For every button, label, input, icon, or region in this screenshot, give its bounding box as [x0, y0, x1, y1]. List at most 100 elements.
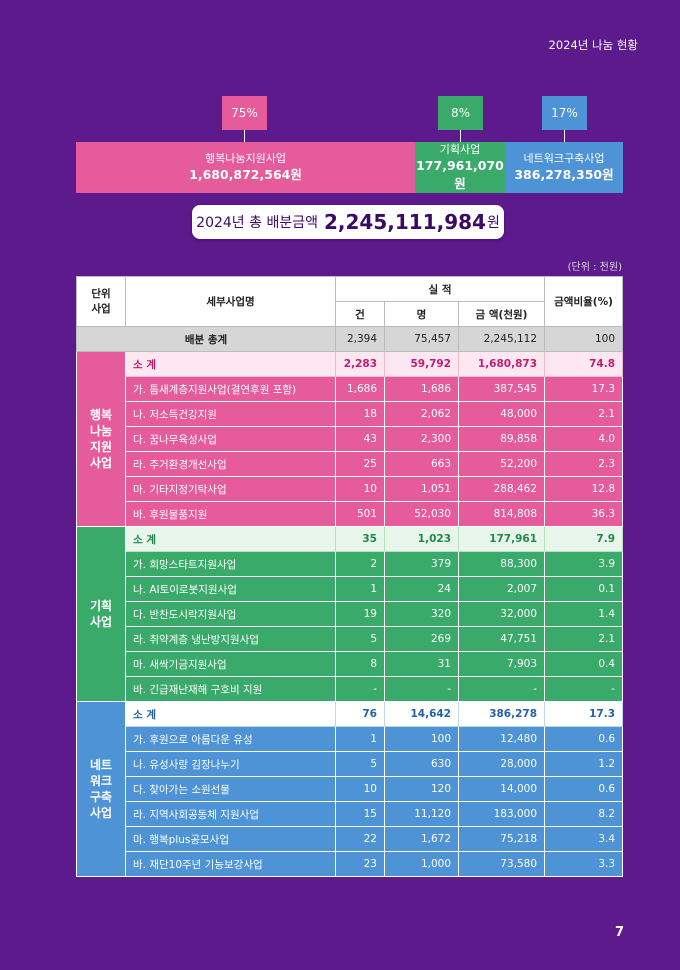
cell-count: 18: [335, 401, 385, 427]
cell-people: 75,457: [384, 326, 459, 352]
table-row: 바. 긴급재난재해 구호비 지원 - - - -: [77, 676, 624, 702]
cell-amount: 47,751: [457, 626, 546, 652]
row-detail-name: 다. 꿈나무육성사업: [125, 426, 336, 452]
cell-amount: 2,245,112: [457, 326, 546, 352]
table-row: 나. 유성사랑 김장나누기 5 630 28,000 1.2: [77, 751, 624, 777]
subtotal-row: 네트 워크 구축 사업 소 계 76 14,642 386,278 17.3: [76, 701, 624, 877]
cell-ratio: 3.9: [544, 551, 624, 577]
subtotal-label: 소 계: [125, 526, 336, 552]
cell-ratio: 12.8: [544, 476, 624, 502]
cell-amount: 288,462: [457, 476, 546, 502]
table-row: 다. 꿈나무육성사업 43 2,300 89,858 4.0: [77, 426, 624, 452]
share-connector: [460, 130, 461, 142]
cell-ratio: 3.4: [544, 826, 624, 852]
share-connector: [564, 130, 565, 142]
table-row: 라. 주거환경개선사업 25 663 52,200 2.3: [77, 451, 624, 477]
cell-people: 320: [384, 601, 459, 627]
cell-count: 2,283: [335, 351, 385, 377]
cell-people: 31: [384, 651, 459, 677]
table-row: 라. 취약계층 냉난방지원사업 5 269 47,751 2.1: [77, 626, 624, 652]
cell-count: 23: [335, 851, 385, 877]
row-detail-name: 바. 재단10주년 기능보강사업: [125, 851, 336, 877]
header-performance: 실 적: [334, 276, 546, 302]
page-number: 7: [614, 925, 624, 940]
cell-ratio: -: [544, 676, 624, 702]
table-row: 라. 지역사회공동체 지원사업 15 11,120 183,000 8.2: [77, 801, 624, 827]
table-row: 나. 저소득건강지원 18 2,062 48,000 2.1: [77, 401, 624, 427]
share-name: 네트워크구축사업: [523, 152, 605, 165]
cell-count: 22: [335, 826, 385, 852]
cell-ratio: 74.8: [544, 351, 624, 377]
table-row: 마. 행복plus공모사업 22 1,672 75,218 3.4: [77, 826, 624, 852]
total-row: 배분 총계 2,394 75,457 2,245,112 100: [76, 326, 624, 352]
cell-ratio: 0.1: [544, 576, 624, 602]
row-detail-name: 다. 찾아가는 소원선물: [125, 776, 336, 802]
share-bar-network: 네트워크구축사업 386,278,350원: [505, 142, 623, 193]
cell-people: 269: [384, 626, 459, 652]
cell-count: 43: [335, 426, 385, 452]
share-pct-planning: 8%: [438, 96, 483, 130]
cell-count: 5: [335, 626, 385, 652]
cell-count: 10: [335, 776, 385, 802]
header-ratio: 금액비율(%): [544, 276, 624, 327]
row-detail-name: 라. 지역사회공동체 지원사업: [125, 801, 336, 827]
cell-amount: 52,200: [457, 451, 546, 477]
unit-note: (단위 : 천원): [567, 262, 622, 273]
share-name: 행복나눔지원사업: [205, 152, 286, 165]
header-count: 건: [335, 301, 385, 327]
cell-amount: 387,545: [457, 376, 546, 402]
total-unit: 원: [486, 215, 500, 231]
table-row: 다. 반찬도시락지원사업 19 320 32,000 1.4: [77, 601, 624, 627]
cell-amount: 386,278: [457, 701, 546, 727]
cell-people: 11,120: [384, 801, 459, 827]
subtotal-row: 기획 사업 소 계 35 1,023 177,961 7.9: [76, 526, 624, 702]
cell-amount: 177,961: [457, 526, 546, 552]
cell-ratio: 0.6: [544, 776, 624, 802]
distribution-table: 단위 사업 세부사업명 실 적 금액비율(%) 건 명 금 액(천원) 배분 총…: [76, 276, 624, 877]
cell-people: 1,672: [384, 826, 459, 852]
header-people: 명: [384, 301, 459, 327]
cell-ratio: 17.3: [544, 701, 624, 727]
share-connector: [244, 130, 245, 142]
cell-amount: 814,808: [457, 501, 546, 527]
table-row: 가. 희망스타트지원사업 2 379 88,300 3.9: [77, 551, 624, 577]
cell-people: 2,062: [384, 401, 459, 427]
cell-amount: 28,000: [457, 751, 546, 777]
cell-count: 19: [335, 601, 385, 627]
total-label: 2024년 총 배분금액: [196, 215, 318, 231]
share-bar-planning: 기획사업 177,961,070원: [415, 142, 505, 193]
cell-count: 1: [335, 576, 385, 602]
cell-count: 1: [335, 726, 385, 752]
total-distribution-box: 2024년 총 배분금액 2,245,111,984 원: [192, 205, 504, 239]
cell-ratio: 8.2: [544, 801, 624, 827]
table-row: 바. 재단10주년 기능보강사업 23 1,000 73,580 3.3: [77, 851, 624, 877]
cell-ratio: 2.1: [544, 401, 624, 427]
cell-people: 379: [384, 551, 459, 577]
table-row: 가. 틈새계층지원사업(결연후원 포함) 1,686 1,686 387,545 17.…: [77, 376, 624, 402]
cell-amount: 88,300: [457, 551, 546, 577]
group-label: 네트 워크 구축 사업: [76, 701, 126, 877]
cell-ratio: 36.3: [544, 501, 624, 527]
cell-count: 25: [335, 451, 385, 477]
table-row: 바. 후원물품지원 501 52,030 814,808 36.3: [77, 501, 624, 527]
subtotal-row: 행복 나눔 지원 사업 소 계 2,283 59,792 1,680,873 74.8: [76, 351, 624, 527]
cell-amount: 183,000: [457, 801, 546, 827]
cell-people: 59,792: [384, 351, 459, 377]
row-detail-name: 바. 후원물품지원: [125, 501, 336, 527]
subtotal-label: 소 계: [125, 351, 336, 377]
cell-people: 14,642: [384, 701, 459, 727]
cell-count: 1,686: [335, 376, 385, 402]
total-row-label: 배분 총계: [76, 326, 336, 352]
cell-ratio: 4.0: [544, 426, 624, 452]
row-detail-name: 마. 기타지정기탁사업: [125, 476, 336, 502]
cell-count: 2,394: [335, 326, 385, 352]
cell-ratio: 3.3: [544, 851, 624, 877]
header-amount: 금 액(천원): [457, 301, 546, 327]
header-unit-business: 단위 사업: [76, 276, 126, 327]
cell-ratio: 1.4: [544, 601, 624, 627]
table-row: 마. 기타지정기탁사업 10 1,051 288,462 12.8: [77, 476, 624, 502]
share-amount: 386,278,350원: [514, 167, 614, 182]
page-header-title: 2024년 나눔 현황: [548, 38, 638, 52]
table-row: 나. AI토이로봇지원사업 1 24 2,007 0.1: [77, 576, 624, 602]
header-detail: 세부사업명: [125, 276, 336, 327]
